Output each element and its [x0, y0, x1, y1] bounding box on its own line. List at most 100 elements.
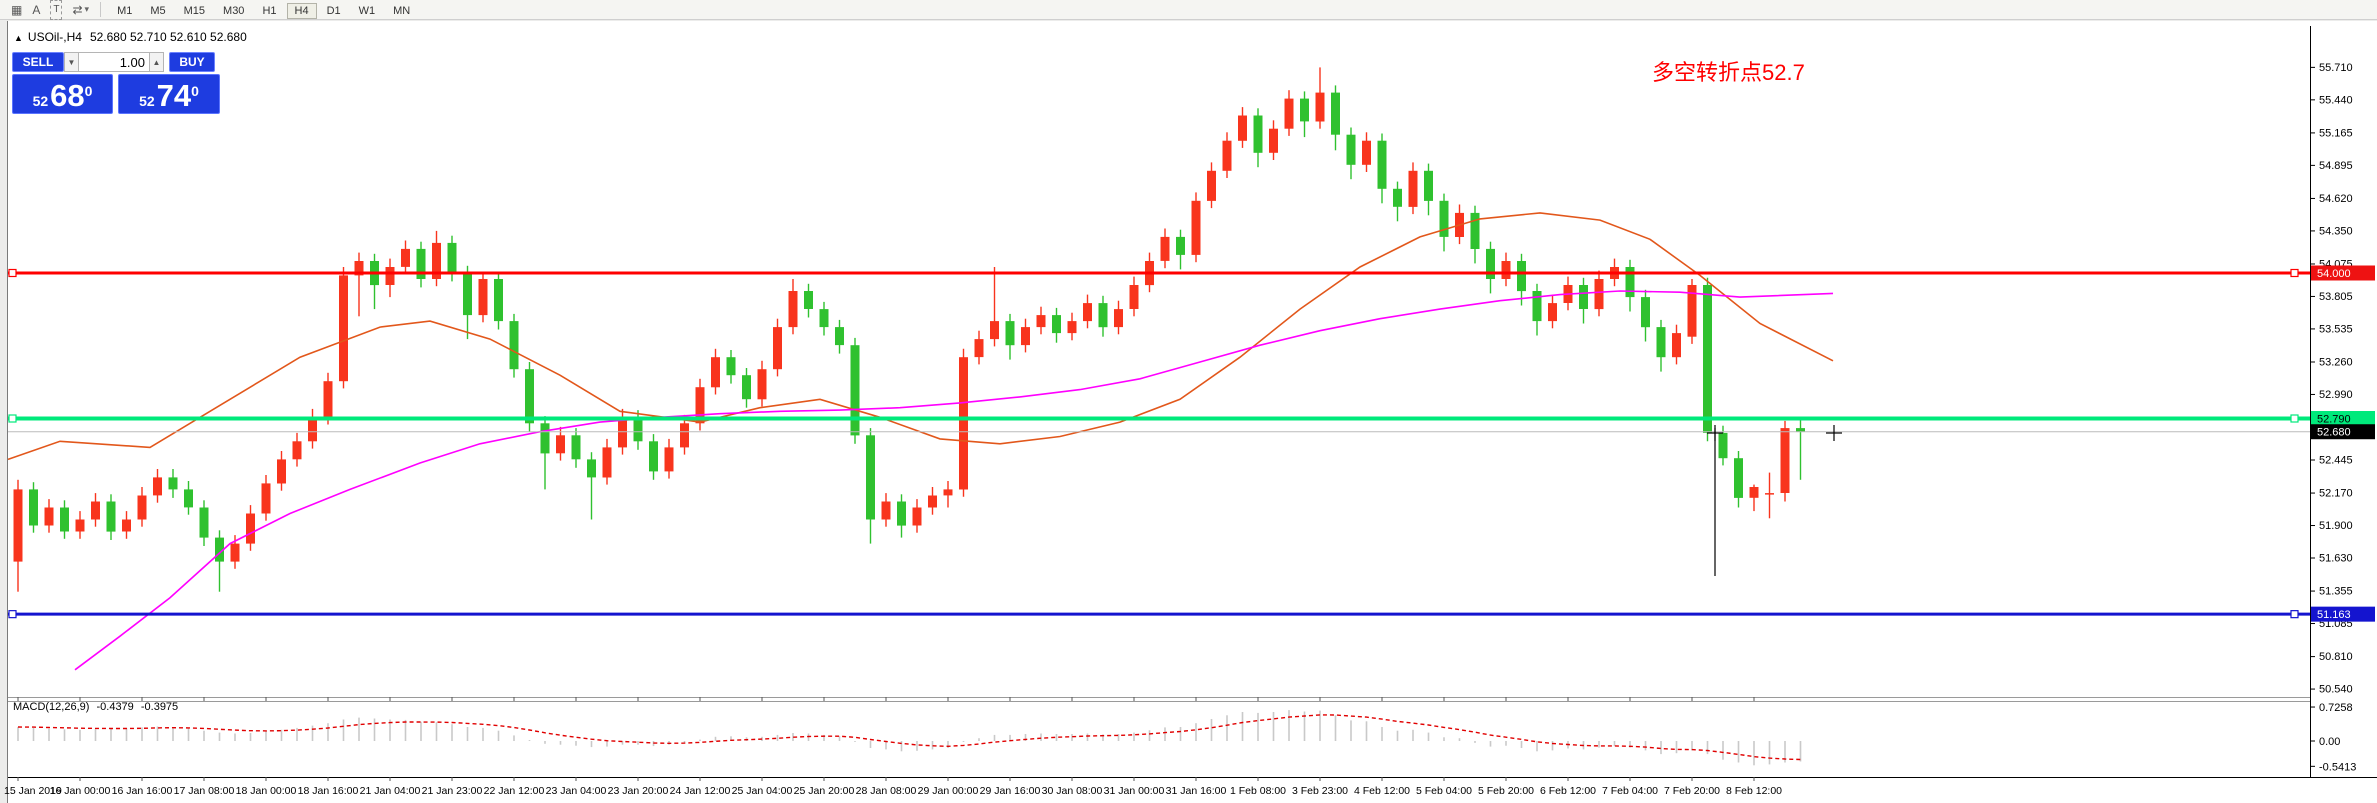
candle-44 — [695, 387, 705, 424]
candle-38 — [602, 447, 612, 478]
price-badge-52.680 — [2311, 424, 2375, 440]
price-axis-label: 52.990 — [2319, 389, 2353, 401]
timeframe-button-M5[interactable]: M5 — [142, 3, 173, 19]
sell-button[interactable]: SELL — [12, 52, 64, 72]
volume-decrease-button[interactable]: ▼ — [64, 52, 79, 72]
candle-61 — [959, 357, 968, 490]
price-axis-label: 51.355 — [2319, 586, 2353, 598]
ma-orange-line — [7, 212, 1834, 461]
toolbar-separator — [100, 2, 102, 17]
timeframe-button-D1[interactable]: D1 — [319, 3, 349, 19]
hline-anchor[interactable] — [2290, 610, 2299, 619]
candle-50 — [788, 291, 798, 328]
hline-anchor[interactable] — [8, 610, 17, 619]
candle-58 — [912, 507, 922, 526]
candle-77 — [1207, 170, 1216, 201]
time-axis-label: 18 Jan 00:00 — [236, 785, 297, 797]
charts-grid-icon[interactable]: ▦ — [11, 2, 23, 17]
volume-increase-button[interactable]: ▲ — [149, 52, 164, 72]
timeframe-button-W1[interactable]: W1 — [351, 3, 384, 19]
price-badge-label: 51.163 — [2317, 609, 2351, 621]
price-axis-label: 54.620 — [2319, 193, 2353, 205]
candle-1 — [29, 489, 38, 526]
cursor-a-icon[interactable]: A — [32, 2, 41, 17]
candle-40 — [633, 417, 643, 442]
hline-anchor[interactable] — [8, 268, 17, 278]
time-axis-label: 4 Feb 12:00 — [1354, 785, 1410, 797]
timeframe-button-M30[interactable]: M30 — [215, 3, 252, 19]
candle-53 — [835, 327, 844, 346]
price-axis-label: 55.710 — [2319, 62, 2353, 74]
time-axis-label: 28 Jan 08:00 — [856, 785, 917, 797]
candle-67 — [1052, 315, 1061, 334]
candle-102 — [1594, 279, 1604, 310]
time-axis-label: 7 Feb 20:00 — [1664, 785, 1720, 797]
macd-signal-value: -0.3975 — [140, 701, 179, 713]
price-badge-label: 52.680 — [2317, 427, 2351, 439]
candle-27 — [432, 242, 441, 279]
candle-28 — [447, 242, 457, 273]
candle-86 — [1346, 134, 1356, 165]
timeframe-button-H1[interactable]: H1 — [254, 3, 284, 19]
dropdown-caret-icon[interactable]: ▾ — [84, 4, 90, 14]
buy-button[interactable]: BUY — [169, 52, 215, 72]
sell-price-prefix: 52 — [32, 93, 49, 109]
timeframe-button-MN[interactable]: MN — [385, 3, 418, 19]
time-axis-label: 25 Jan 20:00 — [794, 785, 855, 797]
hline-anchor[interactable] — [2290, 414, 2299, 423]
candle-37 — [587, 459, 596, 478]
candle-94 — [1470, 212, 1480, 249]
candle-13 — [215, 537, 224, 562]
candle-98 — [1532, 291, 1542, 322]
candle-59 — [928, 495, 937, 508]
candle-91 — [1424, 170, 1433, 201]
price-badge-label: 52.790 — [2317, 414, 2351, 426]
candle-76 — [1191, 200, 1201, 255]
cycles-icon[interactable]: ⇄ — [72, 2, 83, 17]
candle-72 — [1129, 285, 1139, 309]
candle-32 — [509, 321, 519, 370]
candle-17 — [277, 459, 286, 484]
timeframe-button-H4[interactable]: H4 — [286, 2, 317, 19]
candle-80 — [1253, 115, 1263, 153]
time-axis-label: 24 Jan 12:00 — [670, 785, 731, 797]
buy-price-prefix: 52 — [139, 93, 155, 109]
volume-input[interactable] — [79, 52, 149, 72]
timeframe-button-group: M1 M5 M15 M30 H1 H4 D1 W1 MN — [108, 1, 419, 19]
hline-anchor[interactable] — [2290, 268, 2299, 278]
candle-97 — [1517, 261, 1526, 292]
candle-33 — [525, 369, 534, 424]
candle-3 — [60, 507, 69, 532]
sell-price-display[interactable]: 52 68 0 — [12, 74, 113, 114]
price-badge-label: 54.000 — [2317, 268, 2351, 280]
buy-price-big: 74 — [156, 78, 192, 113]
candle-30 — [478, 279, 488, 316]
candle-68 — [1067, 321, 1077, 334]
macd-axis-label: 0.00 — [2319, 736, 2340, 748]
chart-title: ▲ USOil-,H4 52.680 52.710 52.610 52.680 — [14, 30, 247, 44]
timeframe-button-M1[interactable]: M1 — [109, 3, 140, 19]
macd-axis-label: 0.7258 — [2319, 702, 2353, 714]
candle-82 — [1284, 98, 1294, 129]
candle-105 — [1641, 297, 1650, 328]
text-label-icon[interactable]: T — [50, 0, 63, 20]
candle-47 — [742, 375, 751, 400]
candle-111 — [1734, 458, 1743, 498]
candle-36 — [571, 435, 581, 460]
one-click-trading-panel: SELL ▼ ▲ BUY 52 68 0 52 74 0 — [12, 52, 220, 114]
hline-anchor[interactable] — [8, 414, 17, 423]
candle-41 — [649, 441, 658, 472]
candle-81 — [1269, 128, 1278, 153]
chart-title-symbol: USOil-,H4 — [27, 30, 82, 44]
candle-11 — [184, 489, 193, 508]
price-badge-54.000 — [2311, 265, 2375, 281]
pivot-annotation-text: 多空转折点52.7 — [1652, 60, 1805, 85]
time-axis-label: 21 Jan 04:00 — [360, 785, 421, 797]
candle-10 — [168, 477, 178, 490]
collapse-triangle-icon[interactable]: ▲ — [14, 33, 23, 43]
chart-canvas[interactable]: 55.710 55.440 55.165 54.895 54.620 54.350 54.0… — [0, 20, 2377, 803]
price-axis-label: 51.630 — [2319, 552, 2353, 564]
time-axis-label: 16 Jan 00:00 — [50, 785, 111, 797]
timeframe-button-M15[interactable]: M15 — [176, 3, 213, 19]
buy-price-display[interactable]: 52 74 0 — [118, 74, 220, 114]
